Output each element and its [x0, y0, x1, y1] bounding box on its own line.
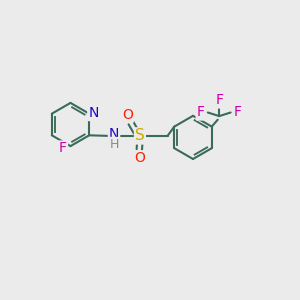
Text: O: O [122, 108, 133, 122]
Text: H: H [110, 138, 119, 151]
Text: O: O [134, 152, 145, 165]
Text: S: S [135, 128, 145, 143]
Text: F: F [59, 142, 67, 155]
Text: N: N [109, 127, 119, 141]
Text: F: F [196, 106, 205, 119]
Text: N: N [88, 106, 99, 120]
Text: F: F [234, 106, 242, 119]
Text: F: F [215, 94, 223, 107]
